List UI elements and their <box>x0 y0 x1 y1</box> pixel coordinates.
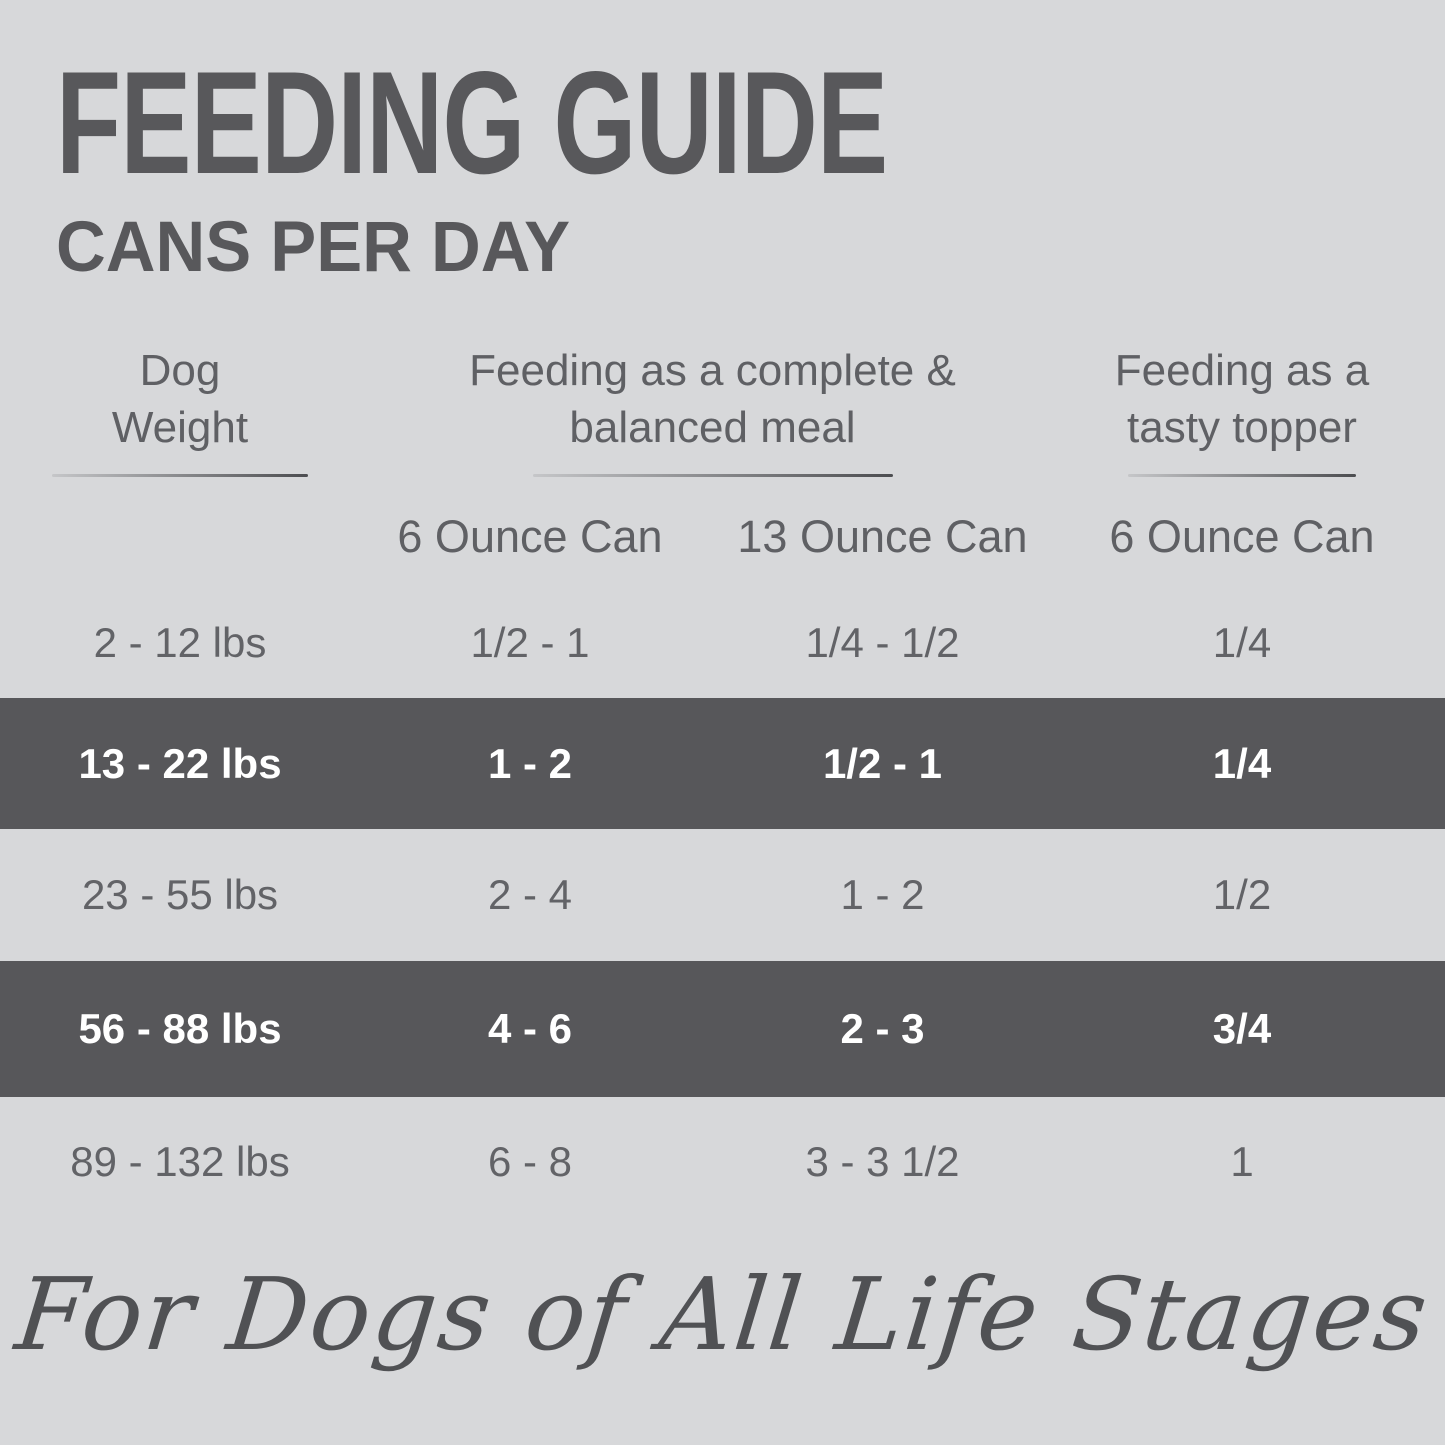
dog-weight-cell: 13 - 22 lbs <box>78 739 282 787</box>
column-header-line: Weight <box>111 403 249 453</box>
topper-6oz-cell: 1/4 <box>1212 739 1272 787</box>
complete-13oz-cell: 1 - 2 <box>840 871 925 918</box>
dog-weight-cell: 23 - 55 lbs <box>81 871 279 918</box>
dog-weight-cell: 89 - 132 lbs <box>70 1138 290 1185</box>
dog-weight-cell: 2 - 12 lbs <box>93 619 267 666</box>
table-row: 23 - 55 lbs 2 - 4 1 - 2 1/2 <box>0 829 1445 961</box>
column-header-line: tasty topper <box>1127 403 1357 453</box>
tagline-script-text: For Dogs of All Life Stages <box>10 1256 1435 1373</box>
subheader-13oz-complete: 13 Ounce Can <box>737 511 1028 562</box>
table-header-row: Dog Weight Feeding as a complete & balan… <box>0 342 1445 478</box>
table-row-highlighted: 13 - 22 lbs 1 - 2 1/2 - 1 1/4 <box>0 698 1445 829</box>
topper-6oz-cell: 1/4 <box>1212 619 1272 666</box>
complete-13oz-cell: 3 - 3 1/2 <box>805 1138 960 1185</box>
topper-6oz-cell: 1/2 <box>1212 871 1272 918</box>
complete-6oz-cell: 1/2 - 1 <box>470 619 590 666</box>
header-underline <box>1128 474 1356 478</box>
complete-6oz-cell: 2 - 4 <box>487 871 573 918</box>
complete-13oz-cell: 2 - 3 <box>840 1005 925 1052</box>
dog-weight-cell: 56 - 88 lbs <box>78 1005 282 1052</box>
table-subheader-row: 6 Ounce Can 13 Ounce Can 6 Ounce Can <box>0 512 1445 562</box>
page-subtitle: CANS PER DAY <box>56 208 571 287</box>
complete-6oz-cell: 1 - 2 <box>487 739 573 787</box>
page-title: FEEDING GUIDE <box>56 41 888 204</box>
subheader-spacer <box>0 512 360 562</box>
header-underline <box>52 474 308 478</box>
column-header-line: Feeding as a complete & <box>469 346 956 395</box>
column-header-line: balanced meal <box>569 403 856 453</box>
table-row: 2 - 12 lbs 1/2 - 1 1/4 - 1/2 1/4 <box>0 588 1445 698</box>
table-row: 89 - 132 lbs 6 - 8 3 - 3 1/2 1 <box>0 1097 1445 1227</box>
complete-13oz-cell: 1/2 - 1 <box>822 739 943 787</box>
column-header-line: Feeding as a <box>1114 346 1370 395</box>
column-header-dog-weight: Dog Weight <box>0 342 360 478</box>
topper-6oz-cell: 1 <box>1230 1138 1254 1185</box>
topper-6oz-cell: 3/4 <box>1212 1005 1272 1052</box>
subheader-6oz-complete: 6 Ounce Can <box>397 511 663 562</box>
complete-13oz-cell: 1/4 - 1/2 <box>805 619 960 666</box>
subheader-6oz-topper: 6 Ounce Can <box>1109 511 1375 562</box>
table-body: 2 - 12 lbs 1/2 - 1 1/4 - 1/2 1/4 13 - 22… <box>0 588 1445 1227</box>
table-row-highlighted: 56 - 88 lbs 4 - 6 2 - 3 3/4 <box>0 961 1445 1097</box>
header-underline <box>532 474 893 478</box>
complete-6oz-cell: 4 - 6 <box>487 1005 573 1052</box>
complete-6oz-cell: 6 - 8 <box>487 1138 573 1185</box>
column-header-complete-meal: Feeding as a complete & balanced meal <box>360 342 1065 478</box>
column-header-tasty-topper: Feeding as a tasty topper <box>1065 342 1445 478</box>
column-header-line: Dog <box>139 346 221 395</box>
